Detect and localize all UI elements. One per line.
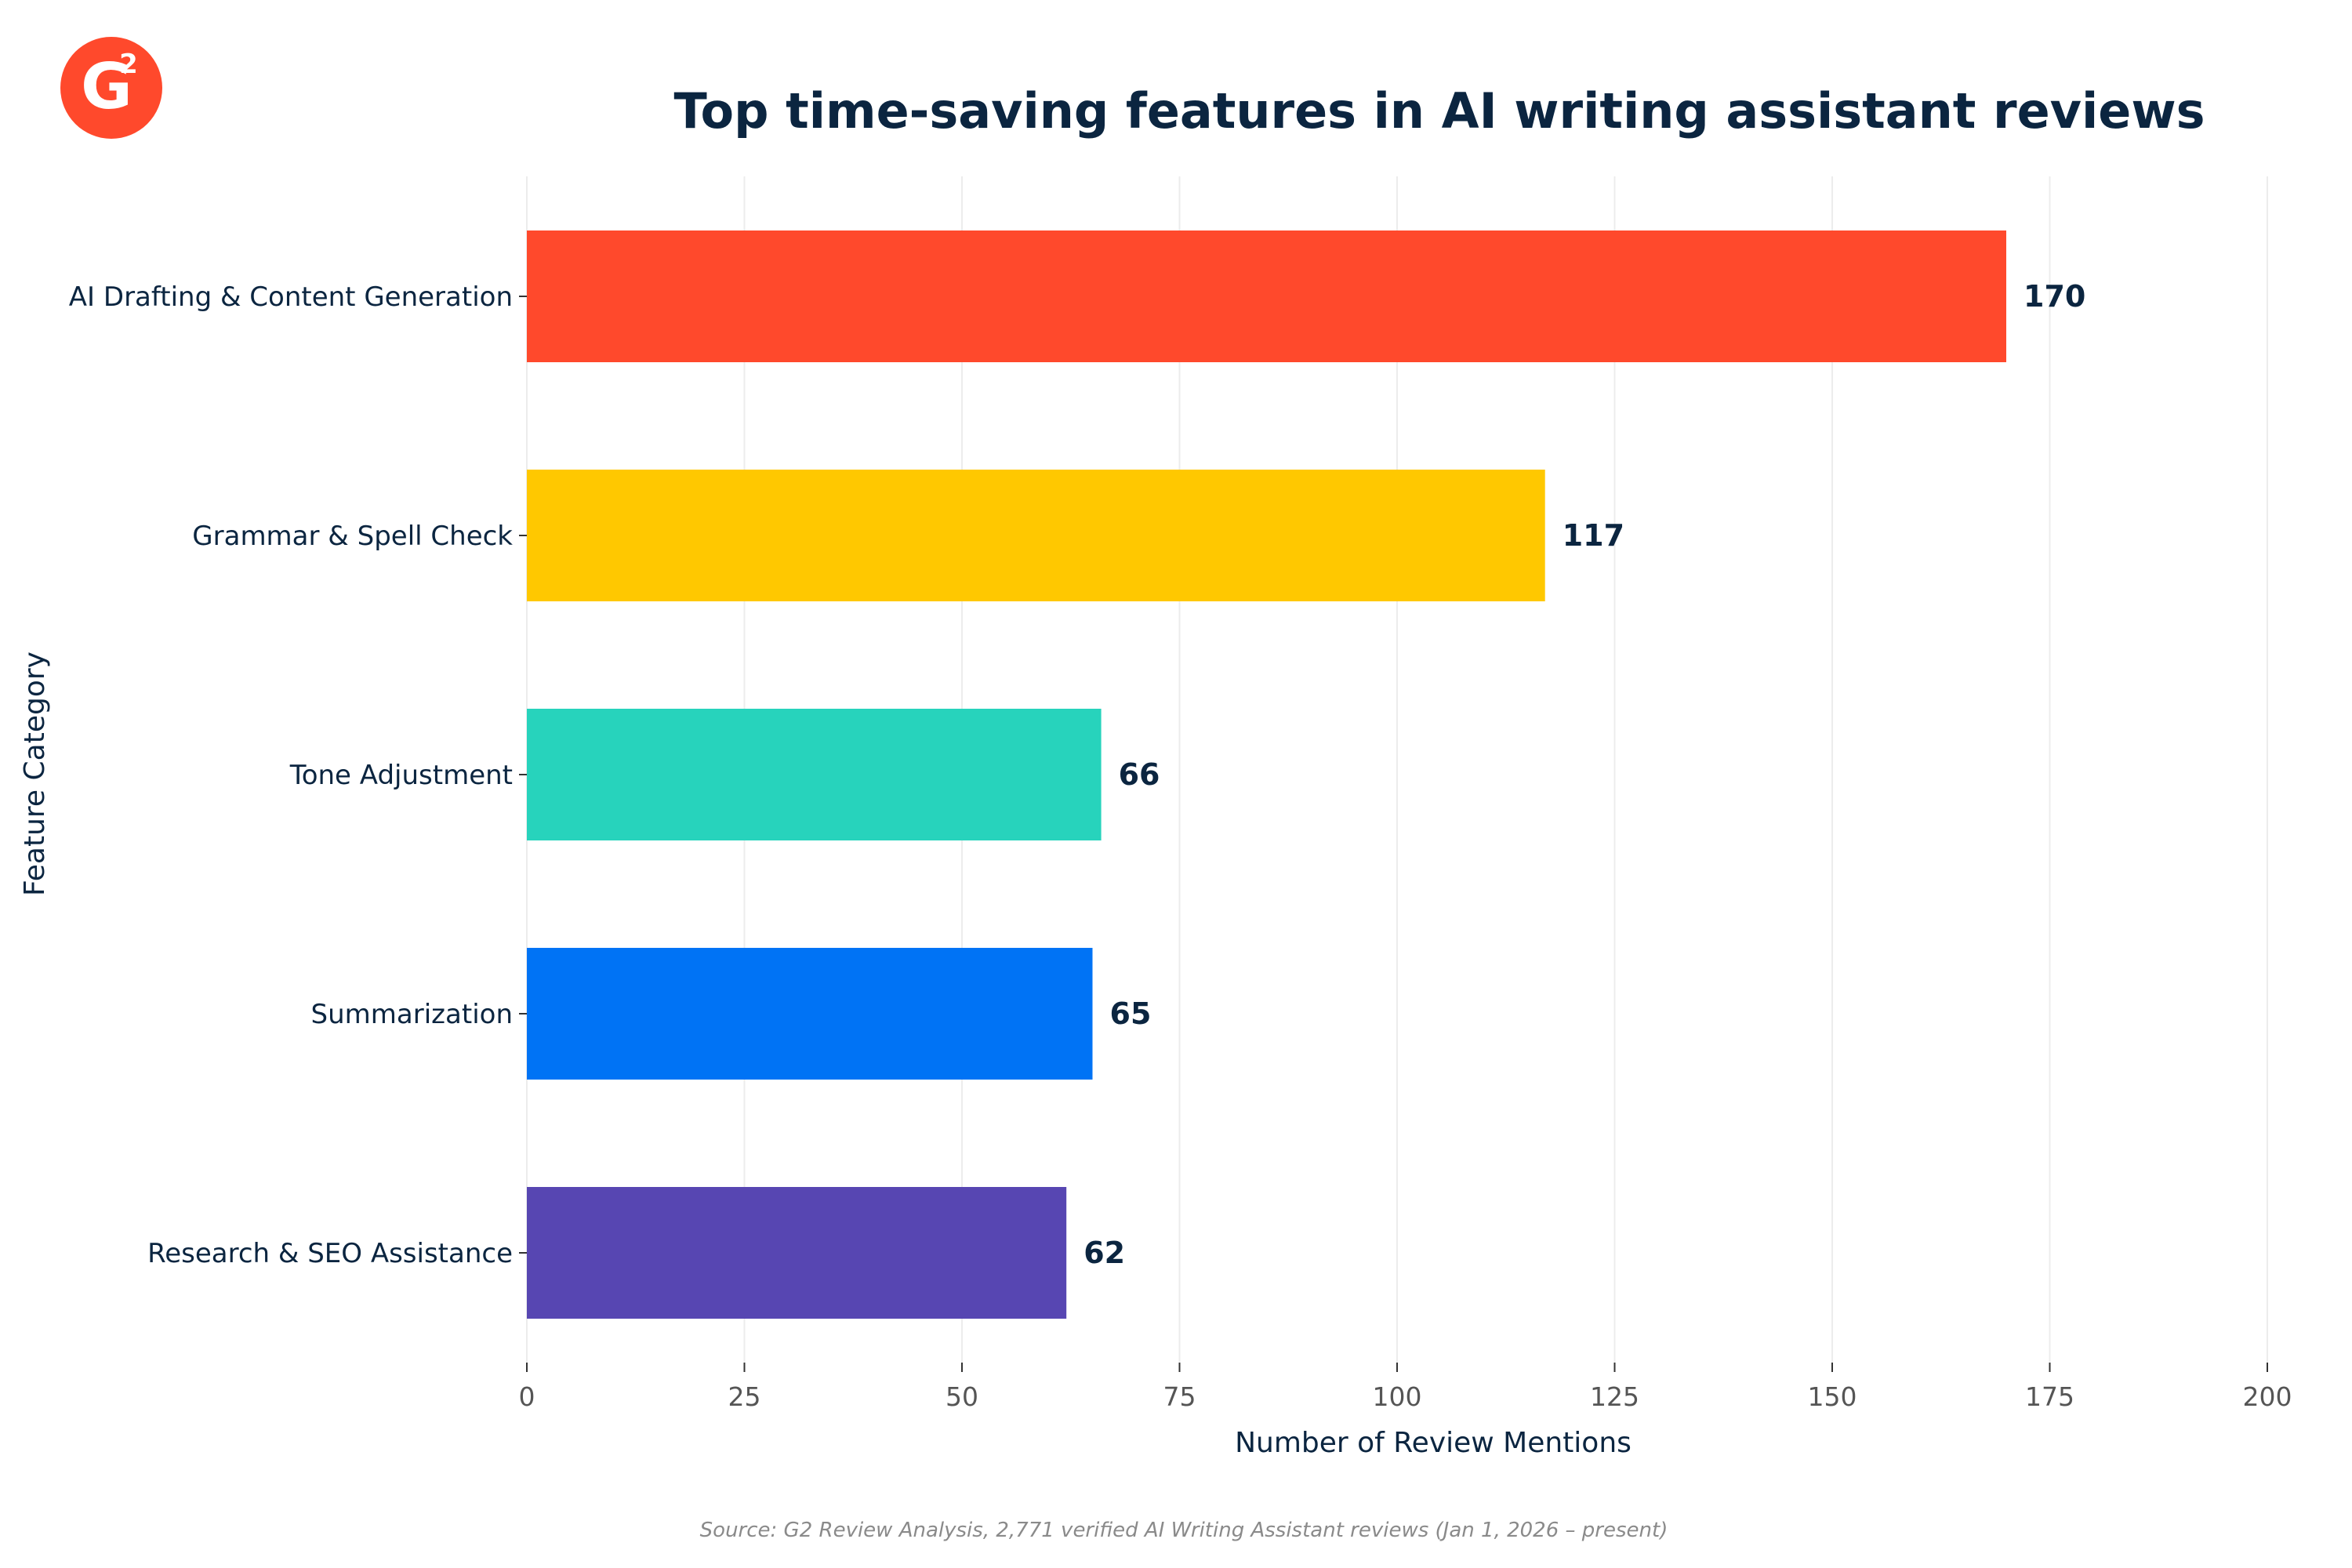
- x-tick-label: 200: [2243, 1381, 2292, 1412]
- g2-logo-circle: [60, 37, 162, 139]
- bar: [527, 709, 1102, 840]
- x-tick-label: 150: [1808, 1381, 1857, 1412]
- x-tick-label: 175: [2025, 1381, 2074, 1412]
- category-label: Grammar & Spell Check: [192, 521, 513, 552]
- chart-title: Top time-saving features in AI writing a…: [673, 82, 2205, 140]
- value-labels: 170 117 66 65 62: [1083, 279, 2085, 1270]
- x-tick-label: 100: [1373, 1381, 1422, 1412]
- g2-logo: G 2: [60, 37, 162, 139]
- g2-logo-letter: G: [81, 50, 132, 123]
- category-label: Tone Adjustment: [289, 760, 513, 791]
- x-tick-label: 125: [1590, 1381, 1639, 1412]
- category-label: Research & SEO Assistance: [147, 1238, 513, 1269]
- bar: [527, 470, 1545, 601]
- bar: [527, 230, 2006, 362]
- x-tick-label: 0: [519, 1381, 535, 1412]
- value-label: 62: [1083, 1236, 1125, 1270]
- bar: [527, 1187, 1067, 1319]
- value-label: 66: [1119, 757, 1160, 792]
- x-axis-label: Number of Review Mentions: [1235, 1427, 1632, 1459]
- x-tick-label: 50: [946, 1381, 978, 1412]
- y-axis-label: Feature Category: [19, 652, 51, 896]
- bar: [527, 948, 1093, 1080]
- source-note: Source: G2 Review Analysis, 2,771 verifi…: [700, 1519, 1668, 1542]
- category-label: AI Drafting & Content Generation: [69, 281, 513, 313]
- category-label: Summarization: [311, 999, 513, 1030]
- value-label: 117: [1563, 518, 1624, 553]
- value-label: 170: [2024, 279, 2085, 314]
- bar-layer: [527, 230, 2006, 1319]
- g2-logo-superscript: 2: [119, 49, 138, 80]
- value-label: 65: [1110, 996, 1152, 1031]
- x-tick-label: 25: [728, 1381, 761, 1412]
- x-axis-labels: 0 25 50 75 100 125 150 175 200: [519, 1381, 2292, 1412]
- x-tick-label: 75: [1163, 1381, 1196, 1412]
- y-axis-labels: AI Drafting & Content Generation Grammar …: [69, 281, 527, 1269]
